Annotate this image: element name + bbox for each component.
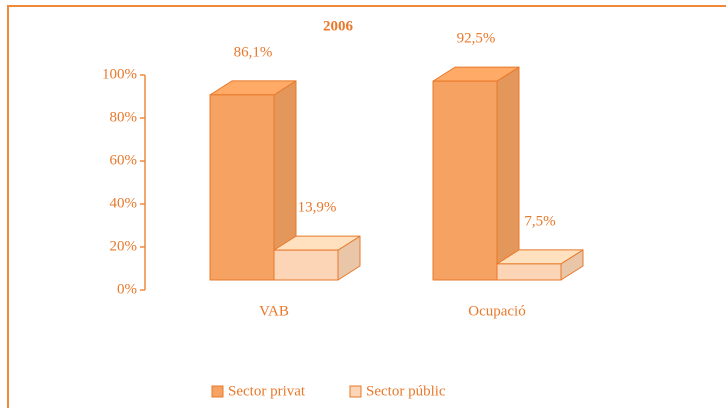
frame [7,5,726,408]
legend-label: Sector públic [366,383,446,399]
y-tick-label: 60% [110,152,138,168]
x-tick-label: Ocupació [468,303,525,319]
legend-label: Sector privat [228,383,306,399]
data-label: 13,9% [298,200,337,216]
y-tick-label: 20% [110,238,138,254]
bar-face [432,80,498,281]
y-tick-label: 40% [110,195,138,211]
bar-face [496,66,520,281]
bar [273,235,361,281]
y-tick-label: 80% [110,109,138,125]
bar-face [273,249,339,281]
y-tick-label: 100% [102,66,137,82]
legend-swatch [211,385,224,398]
bar [209,80,297,281]
bar [496,249,584,281]
bar [432,66,520,281]
x-tick-label: VAB [259,303,289,319]
bar-face [496,263,562,281]
data-label: 92,5% [457,31,496,47]
y-tick-label: 0% [117,281,137,297]
bar-face [209,94,275,281]
data-label: 86,1% [234,44,273,60]
chart-title: 2006 [323,18,354,34]
data-label: 7,5% [524,213,555,229]
legend-swatch [349,385,362,398]
